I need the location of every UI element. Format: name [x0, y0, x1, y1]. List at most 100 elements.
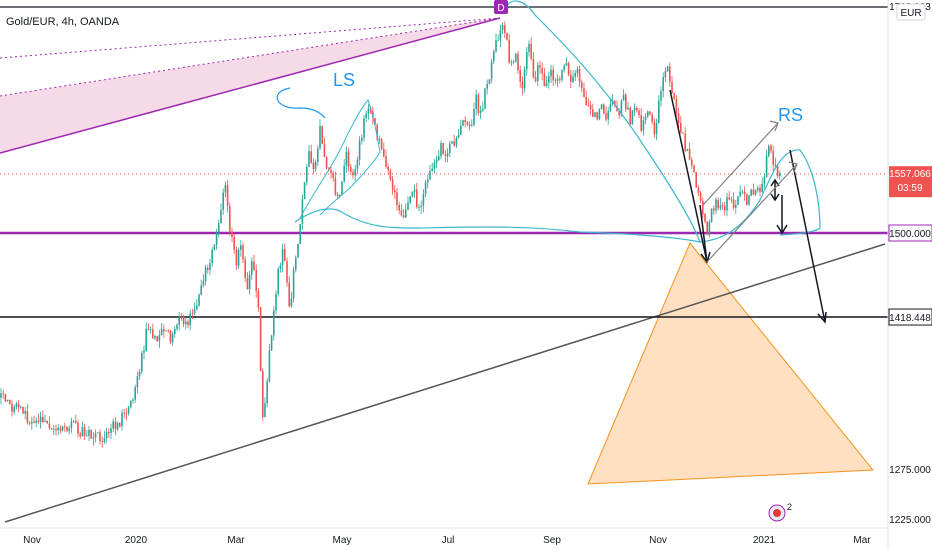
candle-body — [578, 69, 581, 83]
candle-body — [519, 70, 521, 82]
candle-body — [35, 420, 37, 423]
candle-body — [746, 194, 748, 205]
candle-body — [9, 399, 11, 404]
candle-body — [209, 263, 211, 270]
candle-body — [77, 422, 79, 434]
candle-body — [640, 115, 642, 131]
candle-body — [704, 214, 706, 222]
candle-body — [277, 268, 279, 294]
candle-body — [242, 245, 244, 260]
candle-body — [677, 113, 680, 123]
time-axis[interactable] — [0, 528, 888, 550]
candle-body — [710, 208, 713, 223]
candle-body — [468, 124, 471, 127]
candle-body — [504, 25, 506, 33]
candle-body — [156, 336, 158, 342]
candle-body — [266, 381, 268, 404]
candle-body — [147, 329, 150, 331]
triangle-drawing — [587, 242, 875, 485]
candle-body — [376, 124, 378, 140]
candle-body — [594, 112, 596, 117]
candle-body — [739, 191, 741, 197]
level-price-label: 1418.448 — [889, 313, 931, 324]
candle-body — [295, 257, 297, 270]
rs-annotation: RS — [778, 105, 803, 125]
candle-body — [743, 191, 746, 195]
candle-body — [581, 82, 583, 89]
time-axis-label: 2020 — [125, 535, 148, 546]
candle-body — [768, 145, 770, 156]
candle-body — [482, 108, 484, 111]
candle-body — [567, 62, 570, 75]
candle-body — [325, 156, 328, 169]
time-axis-label: Mar — [853, 535, 871, 546]
candle-body — [268, 350, 271, 382]
time-axis-labels: Nov 2020 Mar May Jul Sep Nov 2021 Mar — [23, 535, 871, 546]
price-scale[interactable] — [888, 0, 932, 550]
candle-body — [517, 53, 519, 71]
candle-body — [224, 185, 227, 193]
fan-line-solid — [0, 17, 501, 154]
candle-body — [574, 73, 576, 77]
candle-body — [400, 210, 403, 216]
freehand-curve — [276, 87, 326, 119]
candle-body — [169, 330, 172, 343]
candle-body — [273, 310, 275, 336]
candle-body — [653, 121, 656, 134]
candle-body — [682, 132, 684, 134]
candle-body — [108, 431, 110, 434]
candle-body — [88, 429, 90, 436]
candle-body — [127, 407, 130, 414]
candle-body — [218, 223, 220, 233]
price-scale-labels: 1275.000 1225.000 — [889, 465, 931, 526]
candle-body — [57, 427, 59, 431]
candle-body — [39, 416, 42, 423]
candle-body — [460, 125, 462, 135]
candle-body — [262, 370, 264, 418]
candle-body — [570, 74, 572, 82]
candle-body — [330, 169, 332, 174]
candle-body — [534, 77, 537, 82]
candle-body — [552, 69, 554, 81]
candle-body — [488, 79, 491, 85]
candle-body — [253, 261, 255, 270]
candle-body — [114, 421, 117, 430]
currency-button[interactable]: EUR — [896, 3, 926, 21]
candle-body — [424, 182, 427, 195]
candle-body — [101, 440, 103, 442]
candle-body — [420, 205, 422, 208]
candle-body — [721, 205, 724, 207]
candle-body — [17, 403, 20, 407]
candle-body — [196, 305, 198, 310]
candle-body — [662, 77, 664, 92]
candle-body — [237, 249, 240, 266]
candle-body — [724, 205, 726, 211]
candle-body — [477, 94, 480, 113]
candle-body — [332, 173, 334, 178]
svg-text:D: D — [497, 3, 504, 14]
price-scale-label: 1225.000 — [889, 515, 931, 526]
candle-body — [182, 316, 185, 325]
candle-body — [396, 192, 398, 206]
candle-body — [442, 143, 444, 155]
candle-body — [735, 204, 737, 208]
dividend-marker[interactable]: D — [494, 0, 508, 14]
candle-body — [116, 422, 119, 430]
fan-line-dotted-1 — [0, 17, 501, 97]
time-axis-label: Sep — [543, 535, 561, 546]
candle-body — [92, 437, 95, 439]
candle-body — [754, 190, 757, 195]
candle-body — [125, 413, 128, 415]
candle-body — [675, 98, 678, 114]
candle-body — [457, 134, 460, 139]
candle-body — [301, 199, 304, 224]
candle-body — [708, 222, 711, 235]
candle-body — [413, 189, 416, 192]
candle-body — [121, 412, 123, 427]
candle-body — [220, 209, 222, 224]
candle-body — [728, 197, 730, 200]
candle-body — [37, 420, 40, 423]
candle-body — [61, 426, 64, 431]
